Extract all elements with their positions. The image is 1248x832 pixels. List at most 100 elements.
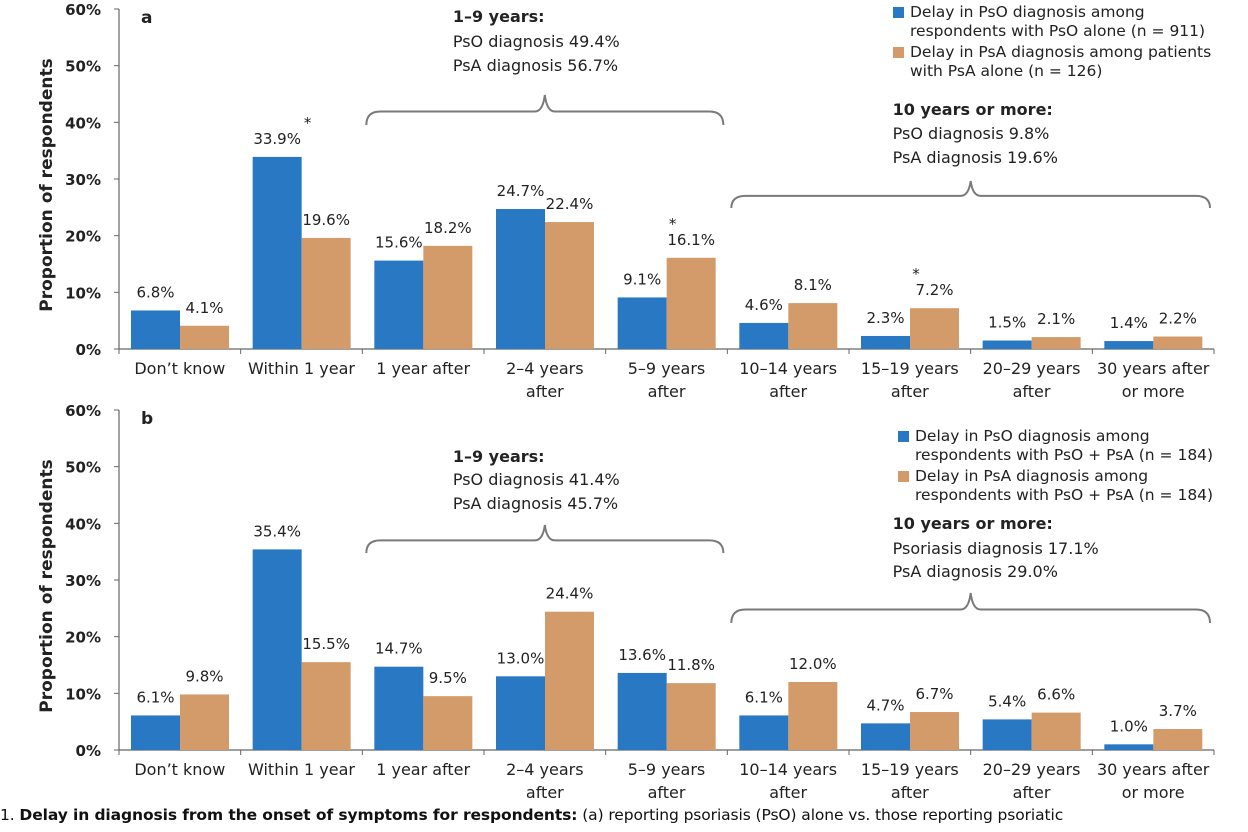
bar-tan <box>180 694 229 750</box>
caption-prefix: 1. <box>0 806 20 824</box>
x-tick-label: 10–14 years <box>739 760 837 779</box>
x-tick-label: or more <box>1122 783 1185 802</box>
data-label: 11.8% <box>667 656 715 674</box>
bar-tan <box>423 696 473 750</box>
bar-blue <box>861 723 910 750</box>
data-label: 7.2% <box>915 281 953 299</box>
legend-label: Delay in PsA diagnosis among <box>915 467 1148 485</box>
legend-swatch <box>893 7 904 18</box>
annotation-line: PsA diagnosis 56.7% <box>453 56 618 75</box>
x-tick-label: after <box>1013 382 1051 401</box>
caption-bold: Delay in diagnosis from the onset of sym… <box>19 806 578 824</box>
y-tick-label: 0% <box>76 341 101 359</box>
data-label: 4.7% <box>866 696 904 714</box>
annotation-line: PsA diagnosis 19.6% <box>893 148 1058 167</box>
x-tick-label: after <box>648 783 686 802</box>
x-tick-label: after <box>1013 783 1051 802</box>
data-label: 15.5% <box>302 635 350 653</box>
data-label: 15.6% <box>375 234 423 252</box>
data-label: 1.4% <box>1110 314 1148 332</box>
x-tick-label: 20–29 years <box>983 359 1081 378</box>
data-label: 2.3% <box>866 309 904 327</box>
bar-blue <box>252 156 302 349</box>
bar-tan <box>423 245 473 349</box>
bar-blue <box>861 335 910 349</box>
x-tick-label: 2–4 years <box>506 760 583 779</box>
figure-caption: 1. Delay in diagnosis from the onset of … <box>0 806 1248 832</box>
annotation-line: PsA diagnosis 29.0% <box>893 562 1058 581</box>
significance-asterisk: * <box>669 215 677 233</box>
bar-tan <box>301 662 351 750</box>
x-tick-label: Within 1 year <box>248 359 355 378</box>
data-label: 12.0% <box>789 655 837 673</box>
x-tick-label: 20–29 years <box>983 760 1081 779</box>
x-tick-label: 30 years after <box>1097 359 1210 378</box>
annotation-line: PsO diagnosis 41.4% <box>453 470 620 489</box>
x-tick-label: 1 year after <box>376 359 470 378</box>
data-label: 16.1% <box>667 231 715 249</box>
data-label: 4.1% <box>185 299 223 317</box>
data-label: 6.8% <box>136 283 174 301</box>
x-tick-label: Don’t know <box>134 760 225 779</box>
y-axis-label: Proportion of respondents <box>37 459 57 712</box>
x-tick-label: Don’t know <box>134 359 225 378</box>
y-tick-label: 50% <box>65 58 101 76</box>
x-tick-label: 5–9 years <box>628 359 705 378</box>
y-tick-label: 10% <box>65 685 101 703</box>
annotation-line: PsA diagnosis 45.7% <box>453 494 618 513</box>
bar-blue <box>1104 341 1154 349</box>
data-label: 9.1% <box>623 270 661 288</box>
x-tick-label: after <box>891 783 929 802</box>
data-label: 18.2% <box>424 219 472 237</box>
bar-tan <box>1031 337 1081 349</box>
data-label: 1.0% <box>1110 717 1148 735</box>
y-tick-label: 0% <box>76 742 101 760</box>
y-tick-label: 50% <box>65 459 101 477</box>
data-label: 8.1% <box>794 276 832 294</box>
bar-tan <box>910 308 959 349</box>
legend-label: respondents with PsO + PsA (n = 184) <box>915 486 1213 504</box>
x-tick-label: 1 year after <box>376 760 470 779</box>
x-tick-label: 15–19 years <box>861 359 959 378</box>
annotation-heading: 10 years or more: <box>893 100 1053 119</box>
bar-blue <box>374 260 424 349</box>
bar-blue <box>252 549 302 750</box>
annotation-heading: 1–9 years: <box>453 447 545 466</box>
y-tick-label: 20% <box>65 629 101 647</box>
significance-asterisk: * <box>304 114 312 132</box>
bar-blue <box>131 715 180 750</box>
bar-blue <box>739 322 789 349</box>
data-label: 6.6% <box>1037 686 1075 704</box>
caption-rest: (a) reporting psoriasis (PsO) alone vs. … <box>577 806 1064 824</box>
data-label: 6.1% <box>136 688 174 706</box>
data-label: 13.0% <box>497 649 545 667</box>
panel-label: b <box>141 409 153 429</box>
data-label: 22.4% <box>546 195 594 213</box>
bar-tan <box>180 325 229 349</box>
data-label: 2.1% <box>1037 310 1075 328</box>
data-label: 3.7% <box>1159 702 1197 720</box>
data-label: 2.2% <box>1159 310 1197 328</box>
data-label: 13.6% <box>618 646 666 664</box>
data-label: 24.7% <box>497 182 545 200</box>
y-tick-label: 10% <box>65 284 101 302</box>
data-label: 6.7% <box>915 685 953 703</box>
bar-blue <box>617 297 667 349</box>
bar-blue <box>982 719 1032 750</box>
data-label: 5.4% <box>988 692 1026 710</box>
y-tick-label: 40% <box>65 515 101 533</box>
bar-tan <box>788 303 838 349</box>
annotation-line: PsO diagnosis 49.4% <box>453 32 620 51</box>
y-tick-label: 40% <box>65 114 101 132</box>
x-tick-label: 10–14 years <box>739 359 837 378</box>
bar-blue <box>617 672 667 750</box>
y-tick-label: 60% <box>65 402 101 420</box>
chart-panel-b: 0% 10% 20% 30% 40% 50% 60% Proportion of respon… <box>37 402 1215 802</box>
data-label: 1.5% <box>988 314 1026 332</box>
legend-label: Delay in PsO diagnosis among <box>910 3 1145 21</box>
bar-blue <box>131 310 180 349</box>
bar-tan <box>1153 336 1203 349</box>
annotation-brace <box>730 592 1211 624</box>
annotation-line: PsO diagnosis 9.8% <box>893 124 1050 143</box>
